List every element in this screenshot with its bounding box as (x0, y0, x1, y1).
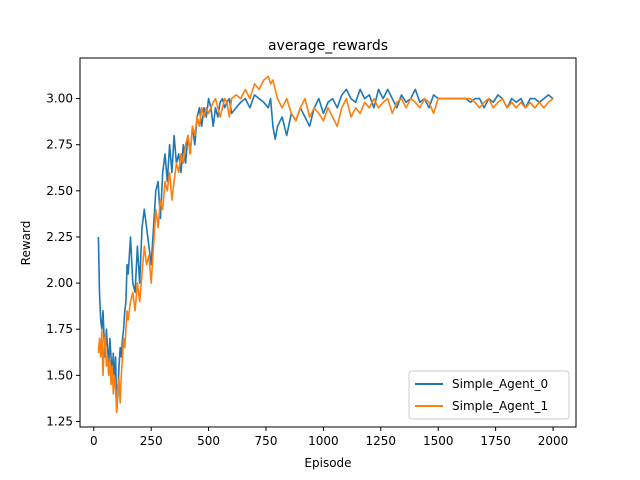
x-tick-label: 1750 (480, 434, 511, 448)
legend-label-simple-agent-1: Simple_Agent_1 (452, 399, 548, 413)
y-tick-label: 2.50 (46, 184, 73, 198)
legend-label-simple-agent-0: Simple_Agent_0 (452, 377, 548, 391)
y-tick-label: 3.00 (46, 92, 73, 106)
y-axis-ticks: 1.25 1.50 1.75 2.00 2.25 2.50 2.75 3.00 (46, 92, 80, 428)
chart-title: average_rewards (268, 38, 388, 54)
x-tick-label: 2000 (538, 434, 569, 448)
series-layer (97, 75, 554, 414)
x-axis-label: Episode (304, 456, 351, 470)
plot-area (79, 57, 577, 428)
x-tick-label: 500 (197, 434, 220, 448)
x-tick-label: 1500 (423, 434, 454, 448)
axes-frame (79, 57, 577, 428)
y-tick-label: 2.00 (46, 276, 73, 290)
legend: Simple_Agent_0 Simple_Agent_1 (408, 370, 570, 420)
x-tick-label: 0 (90, 434, 98, 448)
x-tick-label: 1250 (366, 434, 397, 448)
y-axis-label: Reward (19, 221, 33, 266)
y-tick-label: 1.25 (46, 414, 73, 428)
y-tick-label: 1.75 (46, 322, 73, 336)
y-tick-label: 2.25 (46, 230, 73, 244)
legend-box (408, 370, 570, 420)
x-tick-label: 1000 (308, 434, 339, 448)
x-tick-label: 750 (255, 434, 278, 448)
y-tick-label: 2.75 (46, 138, 73, 152)
x-tick-label: 250 (140, 434, 163, 448)
series-line-simple-agent-1 (97, 75, 554, 414)
x-axis-ticks: 0 250 500 750 1000 1250 1500 1750 2000 (90, 427, 568, 448)
y-tick-label: 1.50 (46, 368, 73, 382)
